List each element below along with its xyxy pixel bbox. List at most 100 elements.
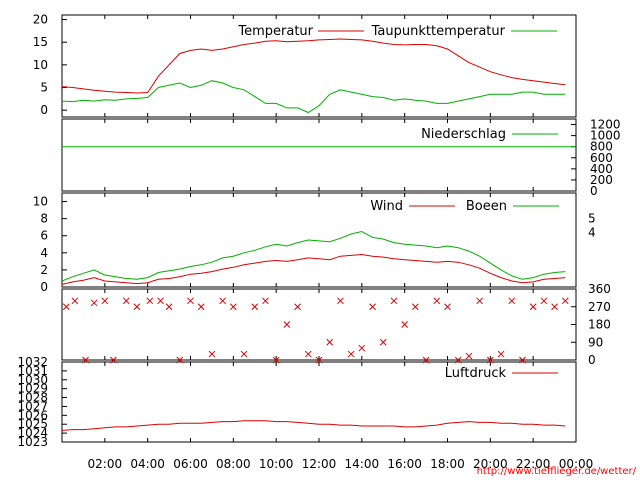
wind-direction-point <box>272 356 280 364</box>
wind-direction-point <box>208 350 216 358</box>
wind-direction-point <box>90 299 98 307</box>
wind-direction-point <box>519 356 526 364</box>
wind-direction-cross <box>433 297 441 305</box>
x-tick-label: 10:00 <box>259 457 294 471</box>
y-tick-label: 0 <box>40 103 48 117</box>
wind-direction-point <box>486 356 494 364</box>
x-tick-label: 04:00 <box>130 457 165 471</box>
x-tick-label: 20:00 <box>473 457 508 471</box>
y-tick-label: 2 <box>40 263 48 277</box>
wind-direction-cross <box>551 303 558 311</box>
wind-direction-cross <box>157 297 164 305</box>
y2-tick-label: 360 <box>588 282 611 296</box>
wind-direction-cross <box>379 338 387 346</box>
wind-direction-point <box>444 303 451 311</box>
wind-direction-point <box>529 303 537 311</box>
y2-tick-label: 4 <box>588 225 596 239</box>
wind-direction-cross <box>62 303 70 311</box>
wind-direction-point <box>347 350 355 358</box>
y2-tick-label: 270 <box>588 300 611 314</box>
wind-direction-cross <box>476 297 483 305</box>
wind-direction-point <box>454 356 462 364</box>
wind-direction-cross <box>347 350 355 358</box>
wind-direction-cross <box>486 356 494 364</box>
wind-direction-cross <box>337 297 344 305</box>
wind-direction-cross <box>133 303 141 311</box>
series-temperatur <box>61 38 566 94</box>
y2-tick-label: 0 <box>588 353 596 367</box>
wind-direction-cross <box>519 356 526 364</box>
y2-tick-label: 90 <box>588 335 603 349</box>
wind-direction-point <box>240 350 248 358</box>
wind-direction-point <box>433 297 441 305</box>
wind-direction-cross <box>71 297 79 305</box>
wind-direction-cross <box>454 356 462 364</box>
wind-direction-cross <box>412 303 419 311</box>
wind-direction-cross <box>540 297 548 305</box>
wind-direction-point <box>62 303 70 311</box>
x-tick-label: 12:00 <box>302 457 337 471</box>
wind-direction-point <box>251 303 259 311</box>
wind-direction-cross <box>326 338 334 346</box>
y2-tick-label: 0 <box>590 184 598 198</box>
wind-direction-point <box>540 297 548 305</box>
series-wind <box>61 253 566 285</box>
wind-direction-cross <box>229 303 237 311</box>
wind-direction-cross <box>197 303 205 311</box>
wind-direction-point <box>358 344 366 352</box>
x-tick-label: 14:00 <box>345 457 380 471</box>
wind-direction-cross <box>272 356 280 364</box>
legend-taupunkttemperatur: Taupunkttemperatur <box>371 24 506 39</box>
y-tick-label: 4 <box>40 246 48 260</box>
x-tick-label: 18:00 <box>430 457 465 471</box>
legend-temperatur: Temperatur <box>237 24 313 39</box>
wind-direction-cross <box>358 344 366 352</box>
y-tick-label: 10 <box>33 195 48 209</box>
y-tick-label: 0 <box>40 280 48 294</box>
wind-direction-cross <box>90 299 98 307</box>
wind-direction-point <box>401 321 409 328</box>
x-tick-label: 16:00 <box>387 457 422 471</box>
wind-direction-point <box>561 297 569 305</box>
wind-direction-point <box>197 303 205 311</box>
wind-direction-cross <box>283 321 291 328</box>
wind-direction-point <box>176 356 184 364</box>
wind-direction-cross <box>219 297 226 305</box>
wind-direction-cross <box>315 356 323 364</box>
y-tick-label: 1029 <box>17 382 48 396</box>
wind-direction-point <box>476 297 483 305</box>
wind-direction-point <box>412 303 419 311</box>
y-tick-label: 1025 <box>17 417 48 431</box>
wind-direction-cross <box>561 297 569 305</box>
y-tick-label: 20 <box>33 13 48 27</box>
wind-direction-cross <box>401 321 409 328</box>
x-tick-label: 02:00 <box>88 457 123 471</box>
wind-direction-cross <box>294 303 301 311</box>
wind-direction-point <box>262 297 269 305</box>
wind-direction-cross <box>422 356 430 364</box>
wind-direction-point <box>497 350 505 358</box>
y-tick-label: 5 <box>40 81 48 95</box>
wind-direction-point <box>326 338 334 346</box>
wind-direction-point <box>369 303 376 311</box>
y2-tick-label: 1200 <box>590 118 621 132</box>
wind-direction-cross <box>122 297 130 305</box>
wind-direction-cross <box>444 303 451 311</box>
y-tick-label: 15 <box>33 35 48 49</box>
y-tick-label: 1026 <box>17 408 48 422</box>
wind-direction-point <box>133 303 141 311</box>
y-tick-label: 6 <box>40 229 48 243</box>
wind-direction-cross <box>262 297 269 305</box>
wind-direction-point <box>283 321 291 328</box>
wind-direction-cross <box>165 303 173 311</box>
wind-direction-point <box>337 297 344 305</box>
wind-direction-cross <box>497 350 505 358</box>
y-tick-label: 8 <box>40 212 48 226</box>
series-boeen <box>61 230 566 282</box>
wind-direction-cross <box>208 350 216 358</box>
wind-direction-cross <box>369 303 376 311</box>
y-tick-label: 1028 <box>17 391 48 405</box>
wind-direction-cross <box>110 356 117 364</box>
wind-direction-point <box>101 297 109 305</box>
